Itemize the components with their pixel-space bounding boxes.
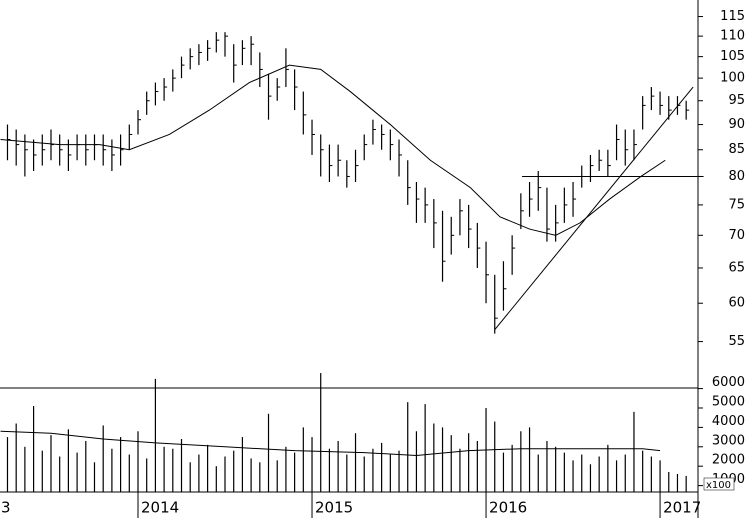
- y-tick-label: 90: [728, 117, 745, 132]
- y-tick-label: 95: [728, 93, 745, 108]
- y-tick-label: 110: [720, 29, 745, 44]
- x-tick-label: 2016: [489, 499, 527, 517]
- unit-label-bg: [703, 477, 735, 491]
- y-tick-label: 65: [728, 260, 745, 275]
- trend-line: [494, 86, 694, 331]
- volume-tick-label: 5000: [712, 394, 745, 409]
- x-tick-label: 2015: [315, 499, 353, 517]
- volume-tick-label: 3000: [712, 433, 745, 448]
- y-tick-label: 55: [728, 334, 745, 349]
- y-tick-label: 85: [728, 142, 745, 157]
- volume-tick-label: 2000: [712, 453, 745, 468]
- y-tick-label: 70: [728, 228, 745, 243]
- volume-unit-label: x100: [706, 480, 731, 491]
- volume-moving-average: [0, 430, 661, 457]
- moving-average: [0, 64, 666, 236]
- x-tick-label: 2014: [141, 499, 179, 517]
- y-tick-label: 60: [728, 296, 745, 311]
- y-tick-label: 100: [720, 71, 745, 86]
- x-tick-label: 3: [1, 499, 11, 517]
- x-tick-label: 2017: [663, 499, 701, 517]
- y-tick-label: 115: [720, 9, 745, 24]
- volume-tick-label: 6000: [712, 375, 745, 390]
- y-tick-label: 105: [720, 49, 745, 64]
- y-tick-label: 75: [728, 197, 745, 212]
- volume-tick-label: 4000: [712, 414, 745, 429]
- y-tick-label: 80: [728, 169, 745, 184]
